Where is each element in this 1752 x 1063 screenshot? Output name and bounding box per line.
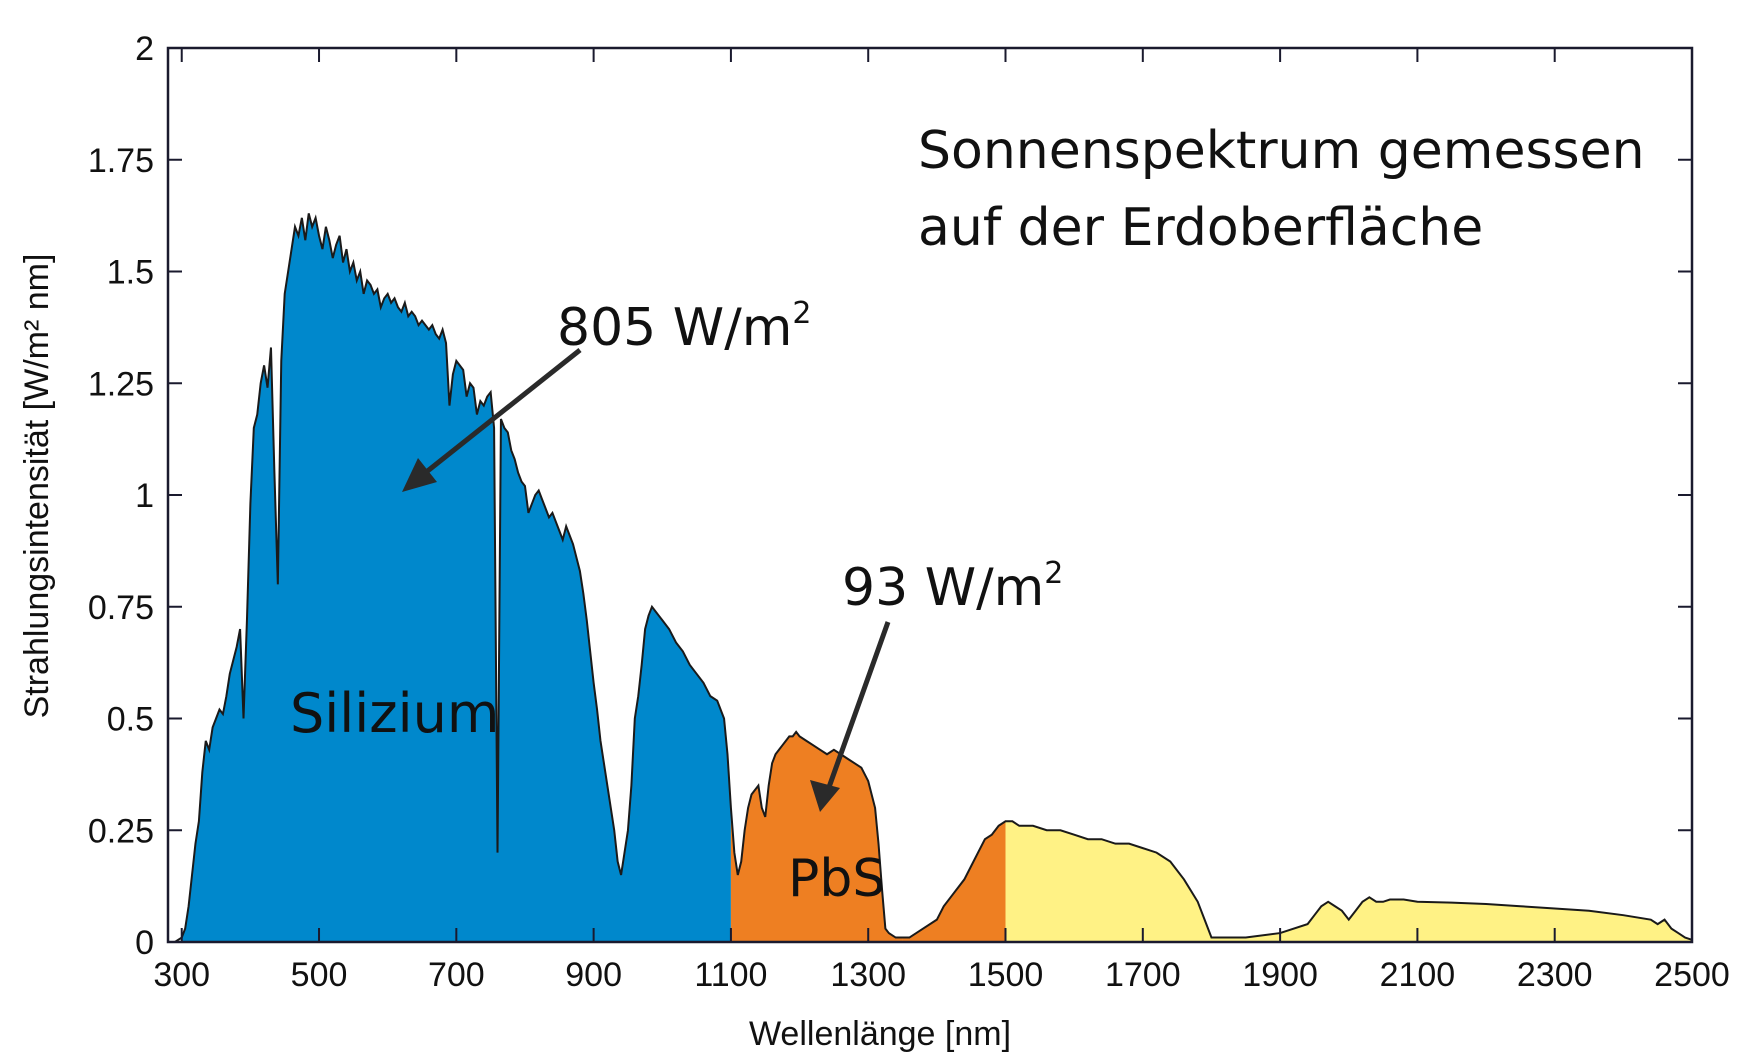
annotation-pbs-power: 93 W/m2 (842, 556, 1063, 618)
y-tick-label-6: 1.5 (107, 254, 154, 292)
annotation-silizium-superscript: 2 (792, 296, 811, 331)
arrow-pbs-head (810, 780, 840, 812)
region-area-pbs (730, 731, 903, 942)
region-area-band-2 (902, 821, 1006, 942)
x-axis-label: Wellenlänge [nm] (749, 1015, 1011, 1053)
region-area-band-3 (1005, 821, 1692, 942)
y-tick-label-8: 2 (135, 30, 154, 68)
x-tick-label-1900: 1900 (1242, 956, 1318, 994)
x-tick-label-500: 500 (291, 956, 348, 994)
arrow-silizium-shaft (418, 348, 582, 479)
annotation-pbs-unit: W/m (925, 558, 1045, 618)
x-tick-label-2500: 2500 (1654, 956, 1730, 994)
chart-title-line-1: Sonnenspektrum gemessen (918, 121, 1645, 181)
annotation-silizium-unit: W/m (673, 298, 793, 358)
region-label-pbs: PbS (788, 849, 885, 909)
y-tick-label-0: 0 (135, 924, 154, 962)
x-tick-label-900: 900 (565, 956, 622, 994)
annotation-silizium-value: 805 (557, 298, 656, 358)
y-tick-label-5: 1.25 (88, 365, 154, 403)
arrow-silizium-head (402, 458, 437, 492)
spectrum-outline-line (168, 213, 1693, 943)
y-tick-label-1: 0.25 (88, 812, 154, 850)
axis-ticks: 300 500 700 900 1100 1300 1500 1700 1900 2100 2300… (88, 30, 1730, 994)
x-tick-label-300: 300 (153, 956, 210, 994)
annotation-silizium-power: 805 W/m2 (557, 296, 811, 358)
x-tick-label-2100: 2100 (1380, 956, 1456, 994)
arrow-pbs-shaft (825, 621, 891, 791)
x-tick-label-700: 700 (428, 956, 485, 994)
y-axis-label: Strahlungsintensität [W/m² nm] (18, 254, 56, 719)
y-tick-label-2: 0.5 (107, 701, 154, 739)
x-tick-label-1700: 1700 (1105, 956, 1181, 994)
x-tick-label-1500: 1500 (968, 956, 1044, 994)
spectrum-areas (181, 213, 1692, 942)
chart-title-line-2: auf der Erdoberfläche (918, 198, 1483, 258)
annotation-pbs-superscript: 2 (1044, 556, 1063, 591)
y-tick-label-7: 1.75 (88, 142, 154, 180)
annotation-arrows (402, 348, 891, 812)
annotation-pbs-value: 93 (842, 558, 908, 618)
y-tick-label-4: 1 (135, 477, 154, 515)
x-tick-label-1100: 1100 (694, 956, 767, 994)
region-area-silizium (181, 213, 731, 942)
x-tick-label-2300: 2300 (1517, 956, 1593, 994)
y-tick-label-3: 0.75 (88, 589, 154, 627)
x-tick-label-1300: 1300 (830, 956, 906, 994)
region-label-silizium: Silizium (290, 682, 499, 745)
